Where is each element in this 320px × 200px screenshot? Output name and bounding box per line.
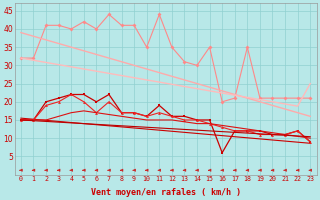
X-axis label: Vent moyen/en rafales ( km/h ): Vent moyen/en rafales ( km/h ) xyxy=(91,188,241,197)
